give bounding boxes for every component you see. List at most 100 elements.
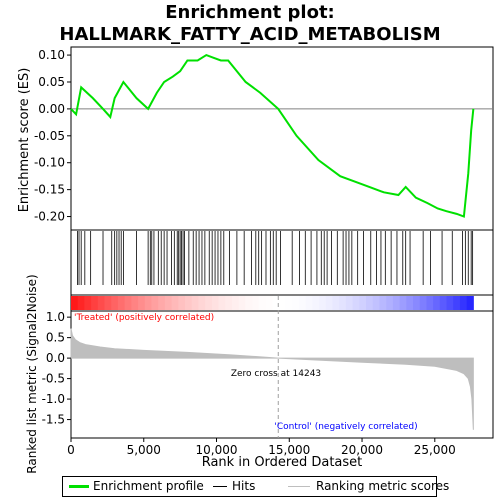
colorbar-segment — [392, 296, 401, 310]
es-ytick-label: -0.05 — [34, 129, 65, 143]
colorbar-segment — [198, 296, 206, 310]
rank-ylabel: Ranked list metric (Signal2Noise) — [25, 274, 39, 473]
ranking-panel — [70, 310, 494, 439]
rank-ytick-label: -1.5 — [42, 413, 65, 427]
rank-xtick-label: 10,000 — [196, 443, 238, 457]
colorbar-segment — [413, 296, 421, 310]
rank-ytick-label: -0.5 — [42, 372, 65, 386]
rank-xlabel: Rank in Ordered Dataset — [202, 455, 363, 470]
colorbar-segment — [299, 296, 307, 310]
colorbar-segment — [439, 296, 448, 310]
colorbar-segment — [325, 296, 334, 310]
enrichment-panel — [70, 46, 494, 231]
colorbar-segment — [466, 296, 474, 310]
colorbar-segment — [272, 296, 280, 310]
zero-cross-label: Zero cross at 14243 — [231, 369, 321, 379]
colorbar-segment — [265, 296, 273, 310]
rank-xtick-label: 15,000 — [268, 443, 310, 457]
legend-hits-label: Hits — [232, 479, 256, 493]
ranking-metric-area — [70, 328, 474, 430]
colorbar-segment — [446, 296, 454, 310]
colorbar-segments — [71, 296, 474, 310]
colorbar-segment — [151, 296, 159, 310]
colorbar-segment — [305, 296, 313, 310]
control-label: 'Control' (negatively correlated) — [274, 422, 417, 432]
rank-xtick-label: 25,000 — [414, 443, 456, 457]
colorbar-segment — [426, 296, 434, 310]
colorbar-segment — [117, 296, 126, 310]
rank-y-ticks: 1.0 0.5 0.0 -0.5 -1.0 -1.5 — [42, 310, 71, 427]
legend-hits-swatch — [213, 486, 227, 487]
colorbar-segment — [178, 296, 186, 310]
colorbar-segment — [345, 296, 354, 310]
plot-title-line1: Enrichment plot: — [165, 2, 335, 23]
colorbar-segment — [211, 296, 220, 310]
colorbar-segment — [138, 296, 146, 310]
colorbar-segment — [164, 296, 173, 310]
es-ytick-label: -0.15 — [34, 183, 65, 197]
colorbar-segment — [406, 296, 414, 310]
rank-xtick-label: 5,000 — [127, 443, 161, 457]
hits-panel — [70, 229, 494, 296]
colorbar-segment — [258, 296, 266, 310]
rank-xtick-label: 20,000 — [341, 443, 383, 457]
colorbar-segment — [386, 296, 394, 310]
colorbar-segment — [205, 296, 213, 310]
es-ytick-label: 0.00 — [38, 102, 65, 116]
colorbar-segment — [292, 296, 300, 310]
colorbar-segment — [332, 296, 340, 310]
es-ytick-label: -0.10 — [34, 156, 65, 170]
legend: Enrichment profile Hits Ranking metric s… — [62, 476, 449, 497]
treated-label: 'Treated' (positively correlated) — [74, 313, 214, 323]
enrichment-profile-line — [70, 53, 475, 218]
colorbar-segment — [185, 296, 193, 310]
colorbar-segment — [399, 296, 407, 310]
colorbar-segment — [77, 296, 85, 310]
colorbar-segment — [231, 296, 240, 310]
colorbar-segment — [131, 296, 139, 310]
colorbar-segment — [171, 296, 179, 310]
rank-ytick-label: 1.0 — [46, 310, 65, 324]
colorbar-segment — [225, 296, 233, 310]
hits-marks — [77, 231, 474, 285]
colorbar-segment — [339, 296, 347, 310]
legend-enrichment-swatch — [69, 485, 89, 488]
es-ytick-label: -0.20 — [34, 210, 65, 224]
colorbar-segment — [379, 296, 387, 310]
plot-title-line2: HALLMARK_FATTY_ACID_METABOLISM — [59, 24, 440, 45]
colorbar-segment — [312, 296, 320, 310]
rank-ytick-label: 0.5 — [46, 331, 65, 345]
colorbar-segment — [245, 296, 253, 310]
colorbar-segment — [191, 296, 199, 310]
rank-x-ticks: 0 5,000 10,000 15,000 20,000 25,000 — [67, 438, 456, 457]
colorbar-segment — [104, 296, 112, 310]
rank-ytick-label: 0.0 — [46, 351, 65, 365]
colorbar-segment — [218, 296, 226, 310]
colorbar-segment — [433, 296, 441, 310]
legend-enrichment-label: Enrichment profile — [93, 479, 204, 493]
colorbar-segment — [91, 296, 99, 310]
es-ytick-label: 0.05 — [38, 75, 65, 89]
colorbar-segment — [97, 296, 106, 310]
colorbar-segment — [238, 296, 246, 310]
colorbar-segment — [319, 296, 327, 310]
es-y-ticks: 0.10 0.05 0.00 -0.05 -0.10 -0.15 -0.20 — [34, 48, 71, 224]
colorbar-segment — [158, 296, 166, 310]
colorbar-segment — [453, 296, 461, 310]
colorbar-segment — [372, 296, 380, 310]
es-ytick-label: 0.10 — [38, 48, 65, 62]
es-ylabel: Enrichment score (ES) — [17, 68, 32, 213]
colorbar-segment — [459, 296, 468, 310]
colorbar-segment — [84, 296, 92, 310]
legend-ranking-label: Ranking metric scores — [316, 479, 450, 493]
colorbar-segment — [366, 296, 374, 310]
colorbar-segment — [144, 296, 152, 310]
colorbar-segment — [124, 296, 132, 310]
colorbar-segment — [419, 296, 427, 310]
colorbar-segment — [111, 296, 119, 310]
rank-ytick-label: -1.0 — [42, 392, 65, 406]
rank-xtick-label: 0 — [67, 443, 75, 457]
colorbar-segment — [352, 296, 360, 310]
legend-ranking-swatch — [288, 486, 310, 487]
